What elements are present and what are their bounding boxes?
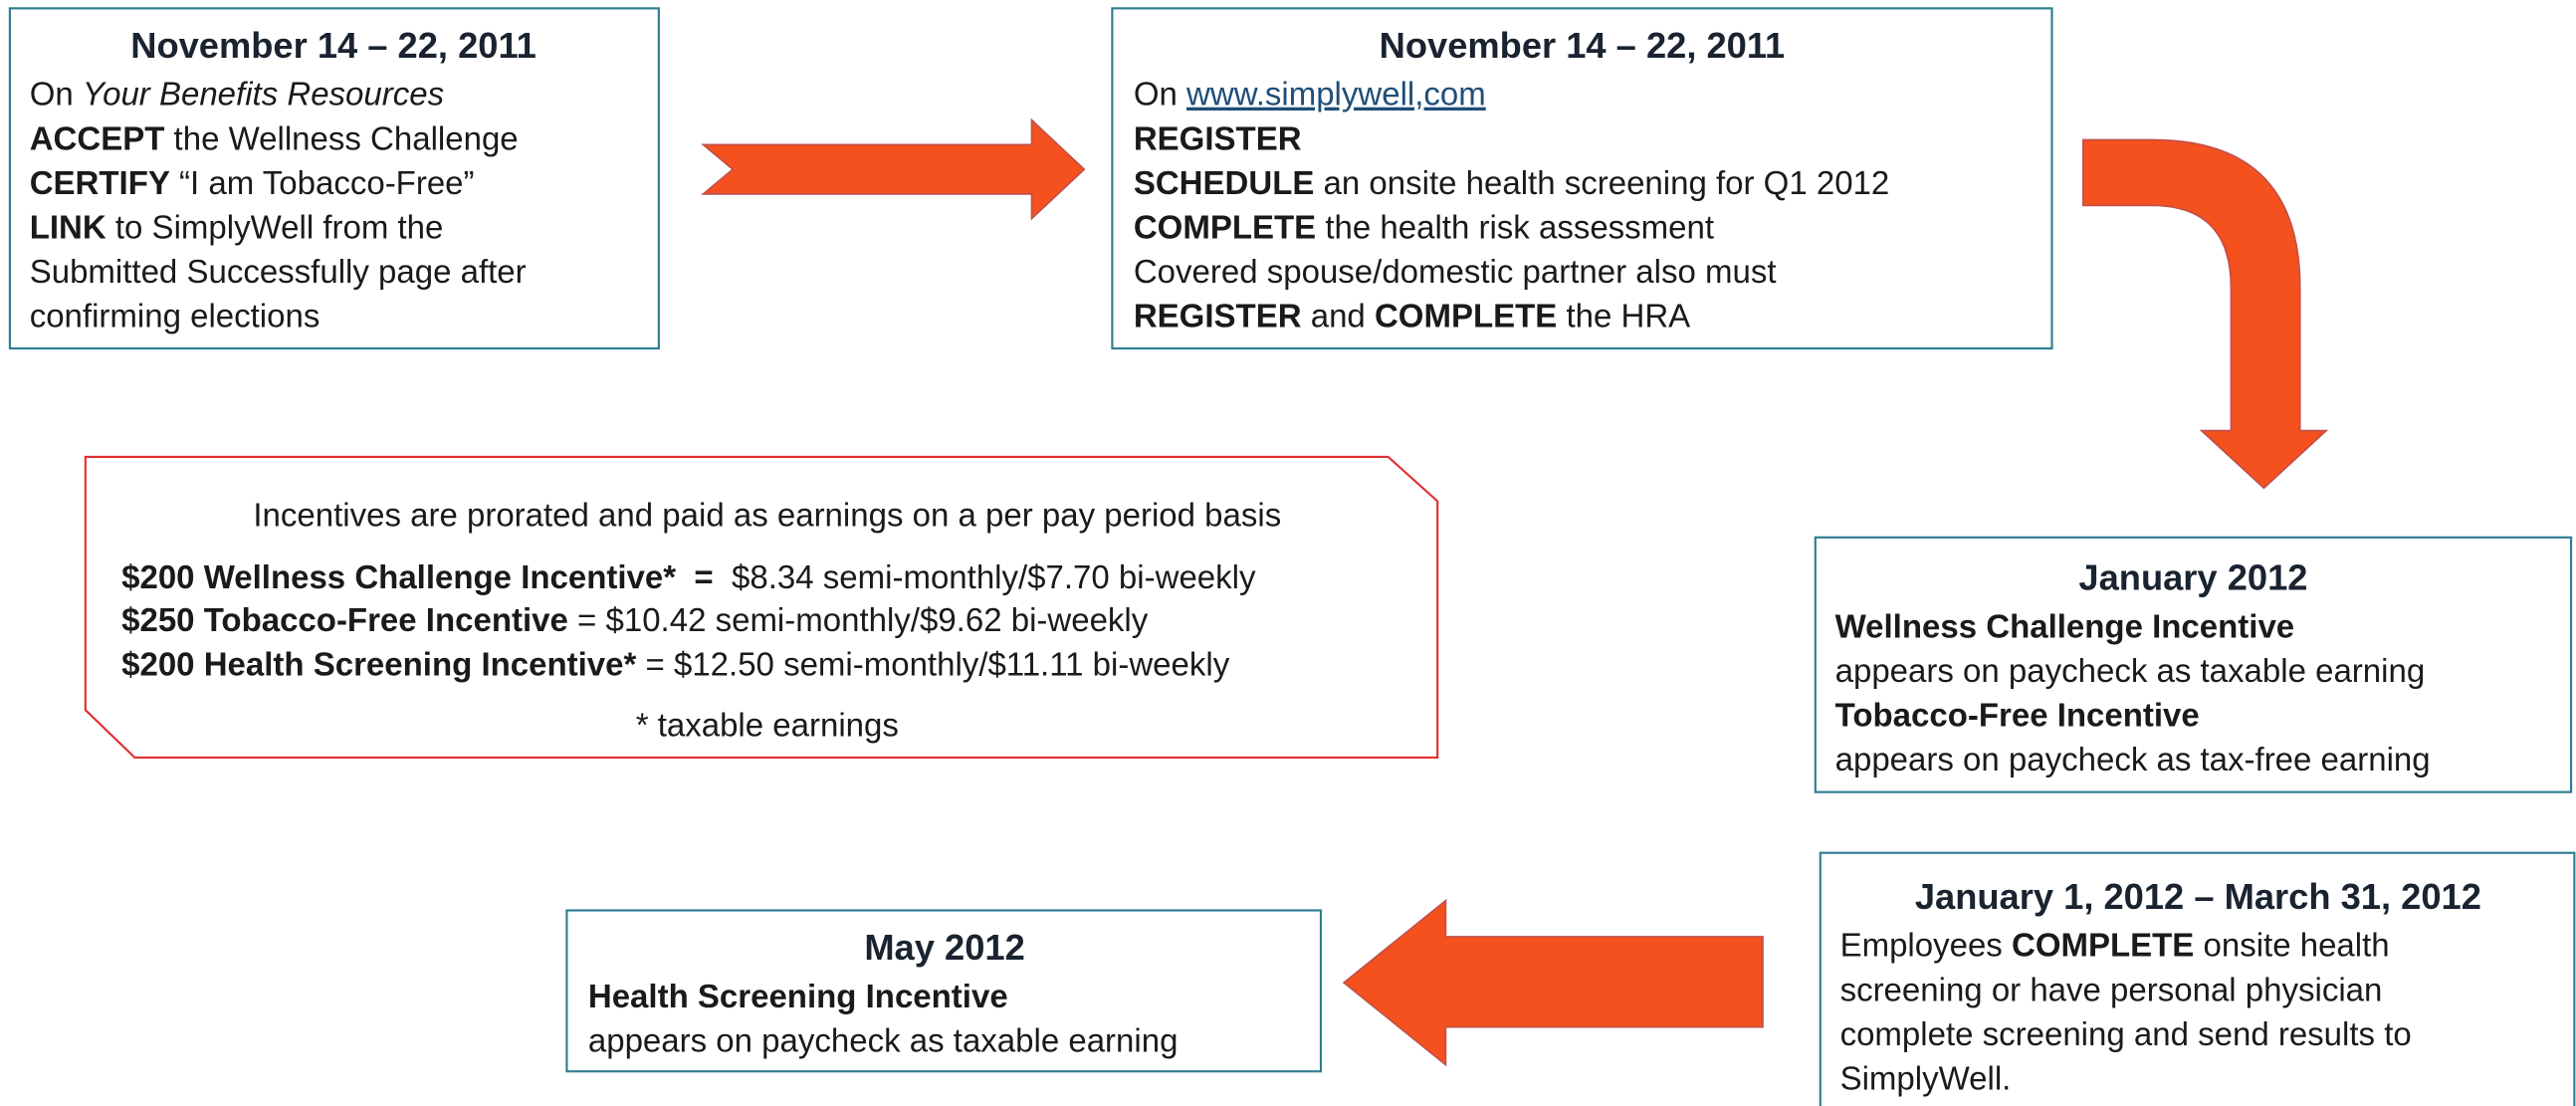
box-line: appears on paycheck as tax-free earning bbox=[1835, 741, 2431, 777]
box-line: appears on paycheck as taxable earning bbox=[588, 1021, 1179, 1058]
text: an onsite health screening for Q1 2012 bbox=[1314, 164, 1889, 201]
box-line: On www.simplywell,com bbox=[1134, 76, 1486, 112]
box-title: November 14 – 22, 2011 bbox=[130, 25, 537, 66]
text: ACCEPT bbox=[30, 119, 165, 156]
box-line: Tobacco-Free Incentive bbox=[1835, 697, 2200, 734]
box-line: screening or have personal physician bbox=[1840, 971, 2383, 1007]
step-box bbox=[1111, 7, 2053, 350]
text: $250 Tobacco-Free Incentive bbox=[121, 601, 568, 638]
text: the HRA bbox=[1557, 298, 1690, 334]
box-line: Submitted Successfully page after bbox=[30, 253, 527, 290]
text: and bbox=[1302, 298, 1375, 334]
incentive-intro: Incentives are prorated and paid as earn… bbox=[253, 496, 1281, 533]
incentive-box bbox=[84, 455, 1439, 760]
box-line: COMPLETE the health risk assessment bbox=[1134, 208, 1714, 245]
box-line: SimplyWell. bbox=[1840, 1059, 2012, 1096]
box-line: confirming elections bbox=[30, 298, 321, 334]
box-line: CERTIFY “I am Tobacco-Free” bbox=[30, 164, 475, 201]
box-line: appears on paycheck as taxable earning bbox=[1835, 652, 2426, 689]
incentive-note: * taxable earnings bbox=[636, 707, 899, 744]
step-box bbox=[8, 7, 660, 350]
text: SCHEDULE bbox=[1134, 164, 1315, 201]
step-box bbox=[565, 909, 1323, 1073]
box-title: May 2012 bbox=[864, 927, 1024, 968]
incentive-line: $200 Wellness Challenge Incentive* = $8.… bbox=[121, 558, 1256, 595]
box-line: SCHEDULE an onsite health screening for … bbox=[1134, 164, 1889, 201]
text: COMPLETE bbox=[2012, 927, 2194, 964]
text: “I am Tobacco-Free” bbox=[170, 164, 475, 201]
box-line: REGISTER and COMPLETE the HRA bbox=[1134, 298, 1690, 334]
box-line: Wellness Challenge Incentive bbox=[1835, 608, 2295, 645]
text: On bbox=[30, 76, 83, 112]
text: = $12.50 semi-monthly/$11.11 bi-weekly bbox=[636, 645, 1229, 682]
box-title: January 2012 bbox=[2078, 557, 2307, 598]
arrow-left bbox=[1342, 898, 1764, 1067]
step-box bbox=[1814, 536, 2573, 793]
text: the Wellness Challenge bbox=[164, 119, 518, 156]
text: COMPLETE bbox=[1134, 208, 1316, 245]
text: REGISTER bbox=[1134, 298, 1302, 334]
box-line: Employees COMPLETE onsite health bbox=[1840, 927, 2390, 964]
text: On bbox=[1134, 76, 1186, 112]
text: $8.34 semi-monthly/$7.70 bi-weekly bbox=[714, 558, 1256, 595]
text: onsite health bbox=[2194, 927, 2389, 964]
text: $200 Health Screening Incentive* bbox=[121, 645, 636, 682]
box-line: Health Screening Incentive bbox=[588, 978, 1008, 1014]
text: Employees bbox=[1840, 927, 2012, 964]
box-line: complete screening and send results to bbox=[1840, 1015, 2412, 1052]
text: Your Benefits Resources bbox=[83, 76, 444, 112]
box-title: November 14 – 22, 2011 bbox=[1380, 25, 1786, 66]
text: the health risk assessment bbox=[1316, 208, 1714, 245]
box-line: On Your Benefits Resources bbox=[30, 76, 444, 112]
text: LINK bbox=[30, 208, 107, 245]
text: $200 Wellness Challenge Incentive* = bbox=[121, 558, 714, 595]
step-box bbox=[1819, 851, 2576, 1106]
incentive-line: $200 Health Screening Incentive* = $12.5… bbox=[121, 645, 1230, 682]
box-line: ACCEPT the Wellness Challenge bbox=[30, 119, 519, 156]
text: CERTIFY bbox=[30, 164, 170, 201]
arrow-curved bbox=[2082, 138, 2329, 490]
box-line: REGISTER bbox=[1134, 119, 1302, 156]
box-line: LINK to SimplyWell from the bbox=[30, 208, 444, 245]
link[interactable]: www.simplywell,com bbox=[1185, 76, 1486, 112]
box-line: Covered spouse/domestic partner also mus… bbox=[1134, 253, 1777, 290]
incentive-line: $250 Tobacco-Free Incentive = $10.42 sem… bbox=[121, 601, 1149, 638]
text: = $10.42 semi-monthly/$9.62 bi-weekly bbox=[568, 601, 1149, 638]
text: to SimplyWell from the bbox=[107, 208, 444, 245]
arrow-right bbox=[701, 117, 1086, 221]
text: COMPLETE bbox=[1375, 298, 1557, 334]
box-title: January 1, 2012 – March 31, 2012 bbox=[1915, 876, 2481, 917]
